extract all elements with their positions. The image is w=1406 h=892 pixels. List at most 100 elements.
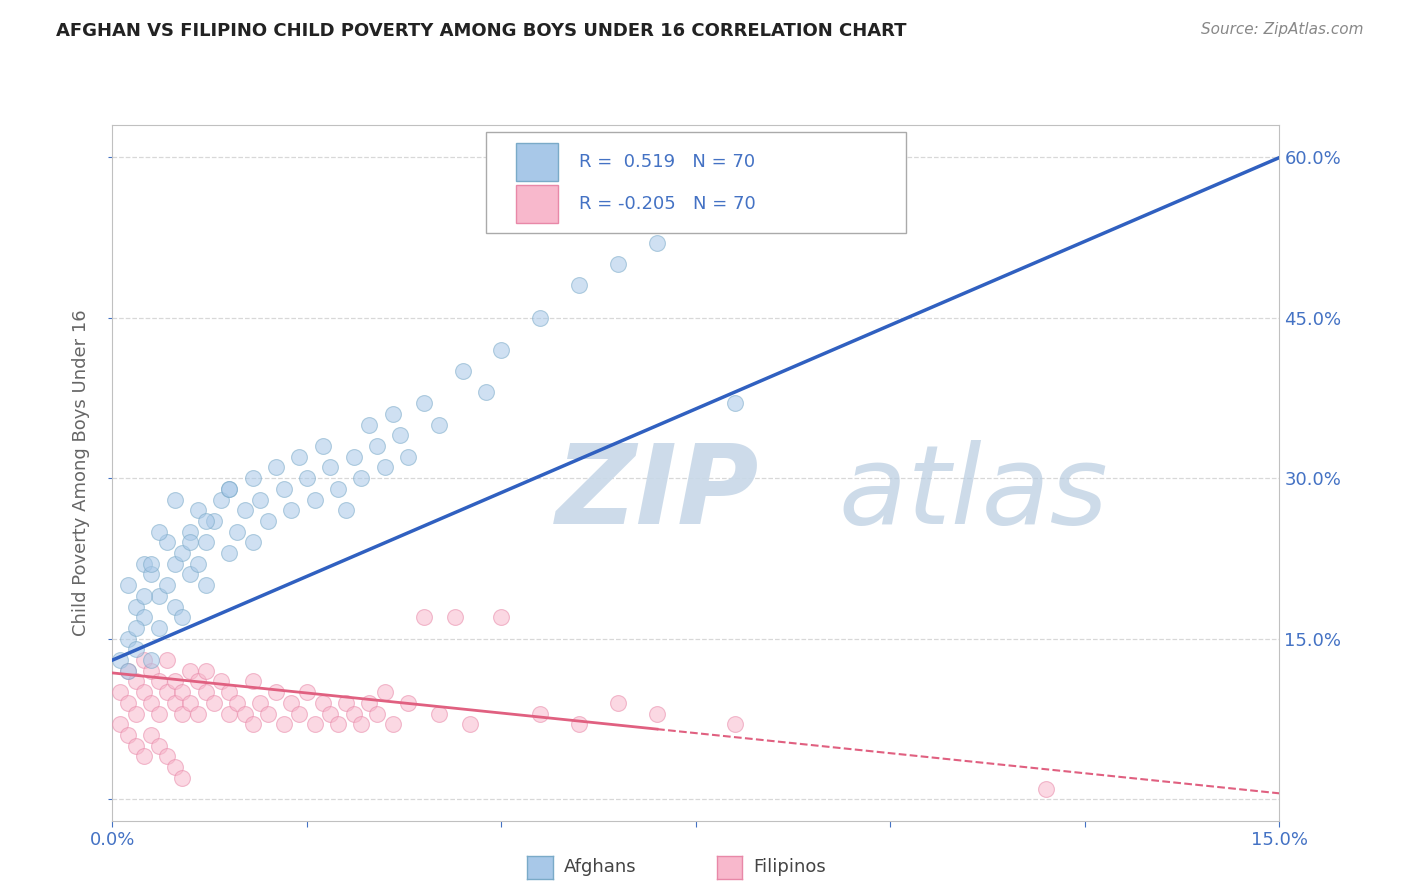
Point [132,589,155,603]
Point [187,674,209,689]
Point [319,460,342,475]
Point [257,706,280,721]
Point [645,235,668,250]
Point [366,706,388,721]
Point [117,664,139,678]
Text: R = -0.205   N = 70: R = -0.205 N = 70 [579,195,756,213]
Point [132,610,155,624]
Point [226,524,249,539]
Point [117,728,139,742]
Point [249,492,271,507]
Point [607,257,630,271]
Point [326,482,349,496]
Point [148,621,170,635]
Text: Source: ZipAtlas.com: Source: ZipAtlas.com [1201,22,1364,37]
Point [110,717,132,731]
Point [156,685,179,699]
Point [132,557,155,571]
Point [194,514,217,528]
Point [148,706,170,721]
Point [724,717,747,731]
Text: R =  0.519   N = 70: R = 0.519 N = 70 [579,153,755,171]
Point [288,706,311,721]
Text: AFGHAN VS FILIPINO CHILD POVERTY AMONG BOYS UNDER 16 CORRELATION CHART: AFGHAN VS FILIPINO CHILD POVERTY AMONG B… [56,22,907,40]
Point [218,482,240,496]
Point [194,535,217,549]
Point [141,653,163,667]
Point [218,685,240,699]
Point [218,546,240,560]
Point [156,653,179,667]
Text: Filipinos: Filipinos [754,858,827,877]
Point [132,653,155,667]
Point [350,717,373,731]
Point [132,749,155,764]
Point [110,653,132,667]
Point [273,717,295,731]
Point [194,685,217,699]
Point [163,557,186,571]
FancyBboxPatch shape [486,132,905,233]
Point [187,557,209,571]
Point [288,450,311,464]
Point [242,535,264,549]
Point [141,557,163,571]
Point [148,674,170,689]
Point [163,674,186,689]
Point [163,760,186,774]
Point [226,696,249,710]
Point [117,664,139,678]
Point [218,482,240,496]
Point [273,482,295,496]
Point [412,610,434,624]
Point [443,610,465,624]
Point [242,471,264,485]
Point [374,460,396,475]
Point [529,310,551,325]
Point [110,685,132,699]
Point [326,717,349,731]
Point [335,696,357,710]
Point [156,578,179,592]
Point [451,364,474,378]
Point [202,514,225,528]
Point [412,396,434,410]
Point [427,417,450,432]
Point [568,278,591,293]
Point [359,417,381,432]
Point [125,599,148,614]
Point [172,610,194,624]
Point [366,439,388,453]
Point [607,696,630,710]
Point [335,503,357,517]
Point [125,739,148,753]
Point [396,696,419,710]
Point [264,460,287,475]
Point [304,717,326,731]
Point [396,450,419,464]
Point [280,503,302,517]
Point [295,685,318,699]
Point [117,578,139,592]
Point [187,503,209,517]
Point [163,492,186,507]
Point [141,664,163,678]
Point [156,749,179,764]
Point [460,717,482,731]
Point [163,599,186,614]
Point [304,492,326,507]
Point [529,706,551,721]
Point [374,685,396,699]
Point [209,674,232,689]
Point [319,706,342,721]
Text: Afghans: Afghans [564,858,637,877]
Point [249,696,271,710]
Point [359,696,381,710]
Point [1035,781,1057,796]
Point [645,706,668,721]
Point [179,567,201,582]
Point [280,696,302,710]
Point [163,696,186,710]
Point [568,717,591,731]
Point [427,706,450,721]
